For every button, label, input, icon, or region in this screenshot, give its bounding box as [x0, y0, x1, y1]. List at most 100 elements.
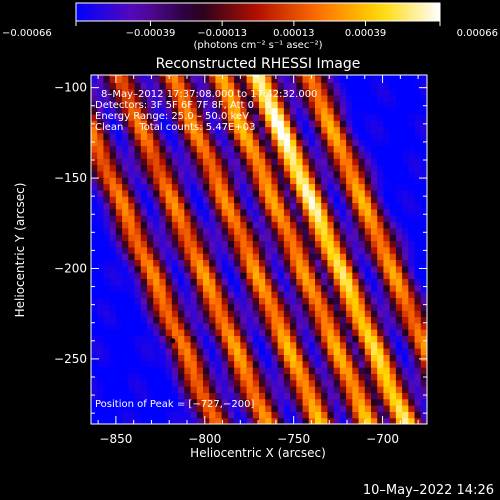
- heatmap-cell: [408, 354, 416, 362]
- heatmap-cell: [371, 139, 378, 147]
- heatmap-cell: [321, 120, 329, 128]
- heatmap-cell: [364, 259, 372, 267]
- heatmap-cell: [128, 341, 136, 349]
- heatmap-cell: [97, 386, 105, 393]
- heatmap-cell: [315, 360, 322, 368]
- heatmap-cell: [414, 234, 422, 242]
- heatmap-cell: [265, 202, 273, 210]
- heatmap-cell: [128, 215, 136, 223]
- heatmap-cell: [339, 341, 347, 349]
- heatmap-cell: [383, 158, 391, 166]
- heatmap-cell: [339, 120, 347, 128]
- heatmap-cell: [296, 113, 304, 121]
- heatmap-cell: [209, 177, 217, 185]
- heatmap-cell: [402, 240, 409, 248]
- heatmap-cell: [128, 329, 136, 336]
- heatmap-cell: [134, 177, 142, 185]
- heatmap-cell: [302, 291, 310, 299]
- heatmap-cell: [165, 107, 173, 115]
- heatmap-cell: [383, 341, 391, 349]
- heatmap-cell: [203, 259, 210, 267]
- heatmap-cell: [259, 291, 266, 299]
- heatmap-cell: [408, 373, 416, 381]
- heatmap-cell: [252, 297, 260, 305]
- heatmap-cell: [147, 341, 154, 349]
- heatmap-cell: [246, 94, 254, 102]
- heatmap-cell: [321, 177, 329, 185]
- heatmap-cell: [103, 145, 111, 153]
- heatmap-cell: [302, 177, 310, 185]
- heatmap-cell: [203, 379, 210, 387]
- heatmap-cell: [296, 265, 304, 273]
- heatmap-cell: [408, 398, 416, 406]
- heatmap-cell: [184, 405, 192, 412]
- heatmap-cell: [420, 196, 427, 204]
- heatmap-cell: [277, 151, 285, 159]
- heatmap-cell: [346, 132, 353, 140]
- heatmap-cell: [290, 291, 297, 299]
- heatmap-cell: [109, 392, 117, 400]
- heatmap-cell: [259, 234, 266, 242]
- heatmap-cell: [265, 82, 273, 90]
- heatmap-cell: [209, 202, 217, 210]
- heatmap-cell: [122, 227, 129, 235]
- heatmap-cell: [196, 145, 204, 153]
- heatmap-cell: [339, 196, 347, 204]
- heatmap-cell: [420, 82, 427, 90]
- heatmap-cell: [352, 310, 360, 318]
- heatmap-cell: [140, 310, 148, 318]
- heatmap-cell: [165, 398, 173, 406]
- heatmap-cell: [346, 145, 353, 153]
- heatmap-cell: [252, 316, 260, 324]
- heatmap-cell: [184, 215, 192, 223]
- heatmap-cell: [246, 139, 254, 147]
- heatmap-cell: [196, 348, 204, 355]
- heatmap-cell: [383, 354, 391, 362]
- heatmap-cell: [277, 88, 285, 96]
- heatmap-cell: [128, 272, 136, 280]
- heatmap-cell: [115, 158, 123, 166]
- heatmap-cell: [190, 411, 198, 419]
- heatmap-cell: [91, 94, 98, 102]
- heatmap-cell: [364, 82, 372, 90]
- heatmap-cell: [315, 183, 322, 191]
- heatmap-cell: [420, 113, 427, 121]
- heatmap-cell: [327, 272, 335, 280]
- heatmap-cell: [296, 348, 304, 355]
- heatmap-cell: [159, 284, 167, 292]
- heatmap-cell: [97, 196, 105, 204]
- heatmap-cell: [134, 367, 142, 374]
- heatmap-cell: [91, 272, 98, 280]
- heatmap-cell: [414, 94, 422, 102]
- heatmap-cell: [134, 196, 142, 204]
- heatmap-cell: [283, 196, 291, 204]
- heatmap-cell: [246, 240, 254, 248]
- heatmap-cell: [122, 253, 129, 261]
- heatmap-cell: [265, 278, 273, 286]
- heatmap-cell: [165, 303, 173, 311]
- heatmap-cell: [265, 303, 273, 311]
- heatmap-cell: [97, 284, 105, 292]
- heatmap-cell: [277, 367, 285, 374]
- heatmap-cell: [215, 329, 223, 336]
- heatmap-cell: [259, 272, 266, 280]
- heatmap-cell: [408, 329, 416, 336]
- heatmap-cell: [196, 379, 204, 387]
- heatmap-cell: [103, 139, 111, 147]
- heatmap-cell: [408, 335, 416, 343]
- heatmap-cell: [147, 158, 154, 166]
- heatmap-cell: [252, 177, 260, 185]
- heatmap-cell: [339, 411, 347, 419]
- heatmap-cell: [128, 126, 136, 134]
- heatmap-cell: [327, 189, 335, 197]
- heatmap-cell: [420, 322, 427, 330]
- heatmap-cell: [221, 272, 229, 280]
- heatmap-cell: [408, 316, 416, 324]
- heatmap-cell: [352, 202, 360, 210]
- heatmap-cell: [115, 411, 123, 419]
- heatmap-cell: [315, 170, 322, 178]
- heatmap-cell: [103, 196, 111, 204]
- heatmap-cell: [321, 297, 329, 305]
- heatmap-cell: [221, 234, 229, 242]
- heatmap-cell: [252, 139, 260, 147]
